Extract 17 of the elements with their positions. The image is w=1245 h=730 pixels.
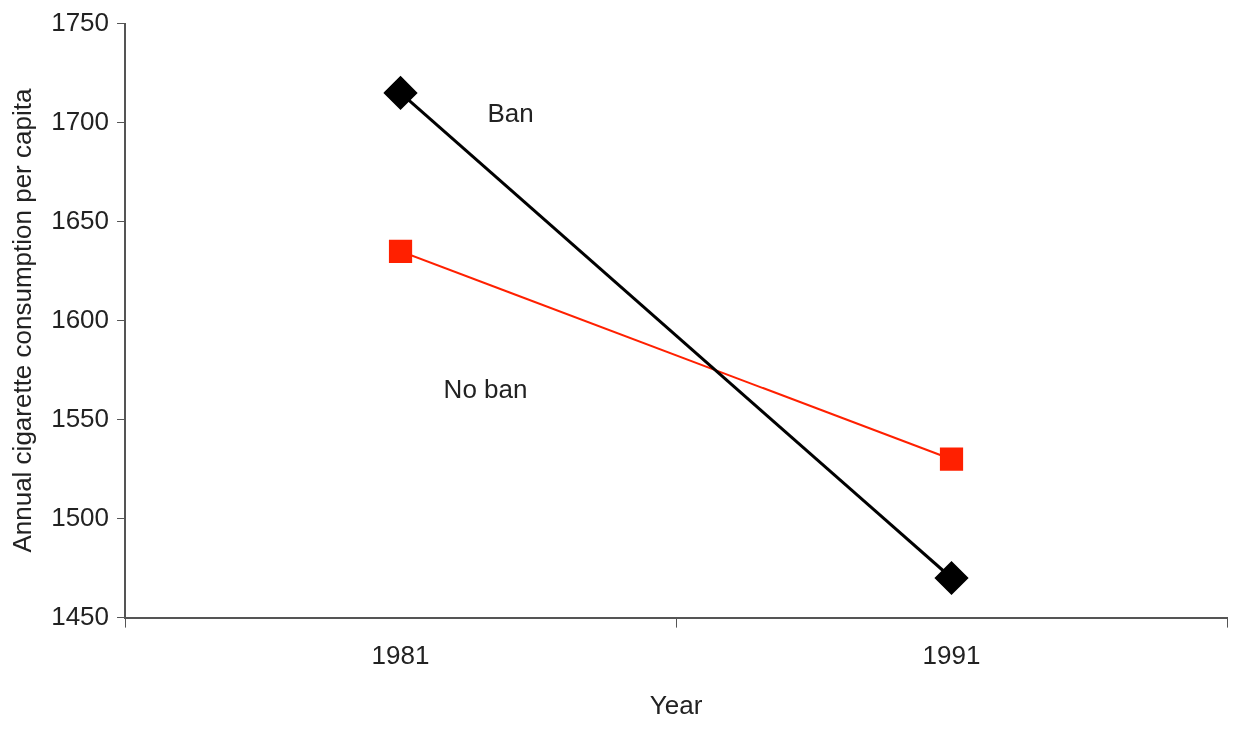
point bbox=[384, 76, 418, 110]
x-tick-label: 1991 bbox=[922, 640, 981, 671]
point bbox=[939, 447, 964, 471]
y-axis-title: Annual cigarette consumption per capita bbox=[6, 88, 37, 553]
y-tick-label: 1650 bbox=[51, 204, 110, 235]
series-label: Ban bbox=[487, 98, 534, 129]
x-tick-label: 1981 bbox=[371, 640, 430, 671]
point bbox=[388, 239, 413, 263]
y-tick-label: 1600 bbox=[51, 303, 110, 334]
y-tick-label: 1700 bbox=[51, 105, 110, 136]
y-tick-label: 1550 bbox=[51, 402, 110, 433]
x-axis-title: Year bbox=[649, 689, 703, 720]
y-tick-label: 1750 bbox=[51, 6, 110, 37]
y-tick-label: 1450 bbox=[51, 600, 110, 631]
y-tick-label: 1500 bbox=[51, 501, 110, 532]
point bbox=[935, 561, 969, 595]
text: No ban bbox=[443, 374, 528, 405]
